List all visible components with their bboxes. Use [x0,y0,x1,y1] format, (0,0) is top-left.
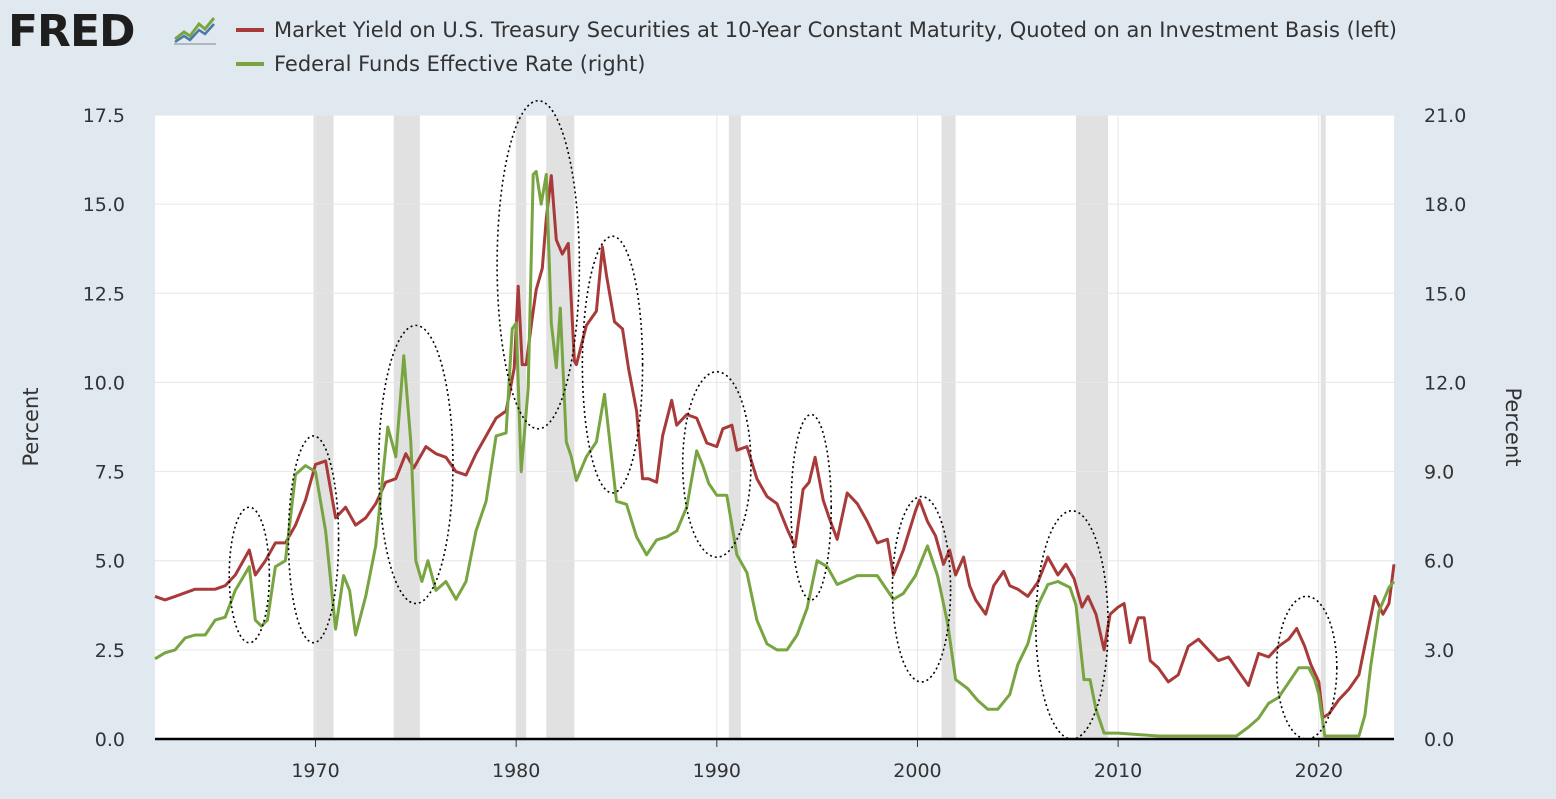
x-tick-label: 2000 [893,760,941,782]
legend-entry-fed-funds[interactable]: Federal Funds Effective Rate (right) [236,49,645,79]
right-tick-label: 9.0 [1424,462,1454,484]
fred-line-chart-icon [172,12,216,48]
series-lines [154,170,1396,738]
right-tick-label: 0.0 [1424,729,1454,751]
plot-area [155,115,1394,739]
left-tick-label: 5.0 [95,551,125,573]
recession-bar [728,115,741,739]
right-tick-label: 21.0 [1424,105,1466,127]
left-tick-label: 10.0 [83,372,125,394]
right-tick-label: 6.0 [1424,551,1454,573]
right-tick-label: 3.0 [1424,640,1454,662]
annotation-ellipse [790,413,832,601]
legend-swatch-10y-yield [236,28,264,32]
annotation-ellipse [581,235,644,494]
annotation-ellipse [377,324,454,605]
annotation-ellipse [228,506,271,644]
annotation-ellipse [496,99,581,430]
x-tick-label: 2020 [1295,760,1343,782]
plot-background [155,115,1394,739]
series-line-10y-yield [154,174,1396,720]
right-tick-label: 12.0 [1424,372,1466,394]
left-tick-label: 7.5 [95,462,125,484]
axes: 0.0 2.5 5.0 7.5 10.0 12.5 15.0 17.5 0.0 3.0 6.0 9.0… [19,105,1525,782]
left-tick-label: 12.5 [83,283,125,305]
left-tick-label: 0.0 [95,729,125,751]
recession-bar [1320,115,1326,739]
annotation-ellipses [228,99,1338,740]
recession-bar [1075,115,1109,739]
annotation-ellipse [287,435,340,644]
recession-bar [941,115,956,739]
legend-swatch-fed-funds [236,62,264,66]
series-line-fed-funds [154,170,1396,738]
left-tick-label: 17.5 [83,105,125,127]
right-axis-title: Percent [1501,387,1525,466]
recession-bar [546,115,575,739]
x-tick-label: 1990 [693,760,741,782]
right-tick-label: 15.0 [1424,283,1466,305]
legend-label-10y-yield: Market Yield on U.S. Treasury Securities… [274,18,1397,42]
annotation-ellipse [891,495,952,683]
grid-lines [155,114,1394,739]
x-tick-label: 1970 [291,760,339,782]
legend-label-fed-funds: Federal Funds Effective Rate (right) [274,52,646,76]
recession-bar [313,115,334,739]
recession-shading [313,115,1326,739]
fred-logo[interactable]: FRED [8,6,136,57]
legend-entry-10y-yield[interactable]: Market Yield on U.S. Treasury Securities… [236,15,1397,45]
chart-header: FRED Market Yield on U.S. Treasury Secur… [0,0,1556,90]
x-tick-label: 2010 [1094,760,1142,782]
left-axis-title: Percent [19,387,43,466]
annotation-ellipse [1275,595,1338,740]
x-tick-label: 1980 [492,760,540,782]
left-tick-label: 15.0 [83,194,125,216]
right-tick-label: 18.0 [1424,194,1466,216]
left-tick-label: 2.5 [95,640,125,662]
